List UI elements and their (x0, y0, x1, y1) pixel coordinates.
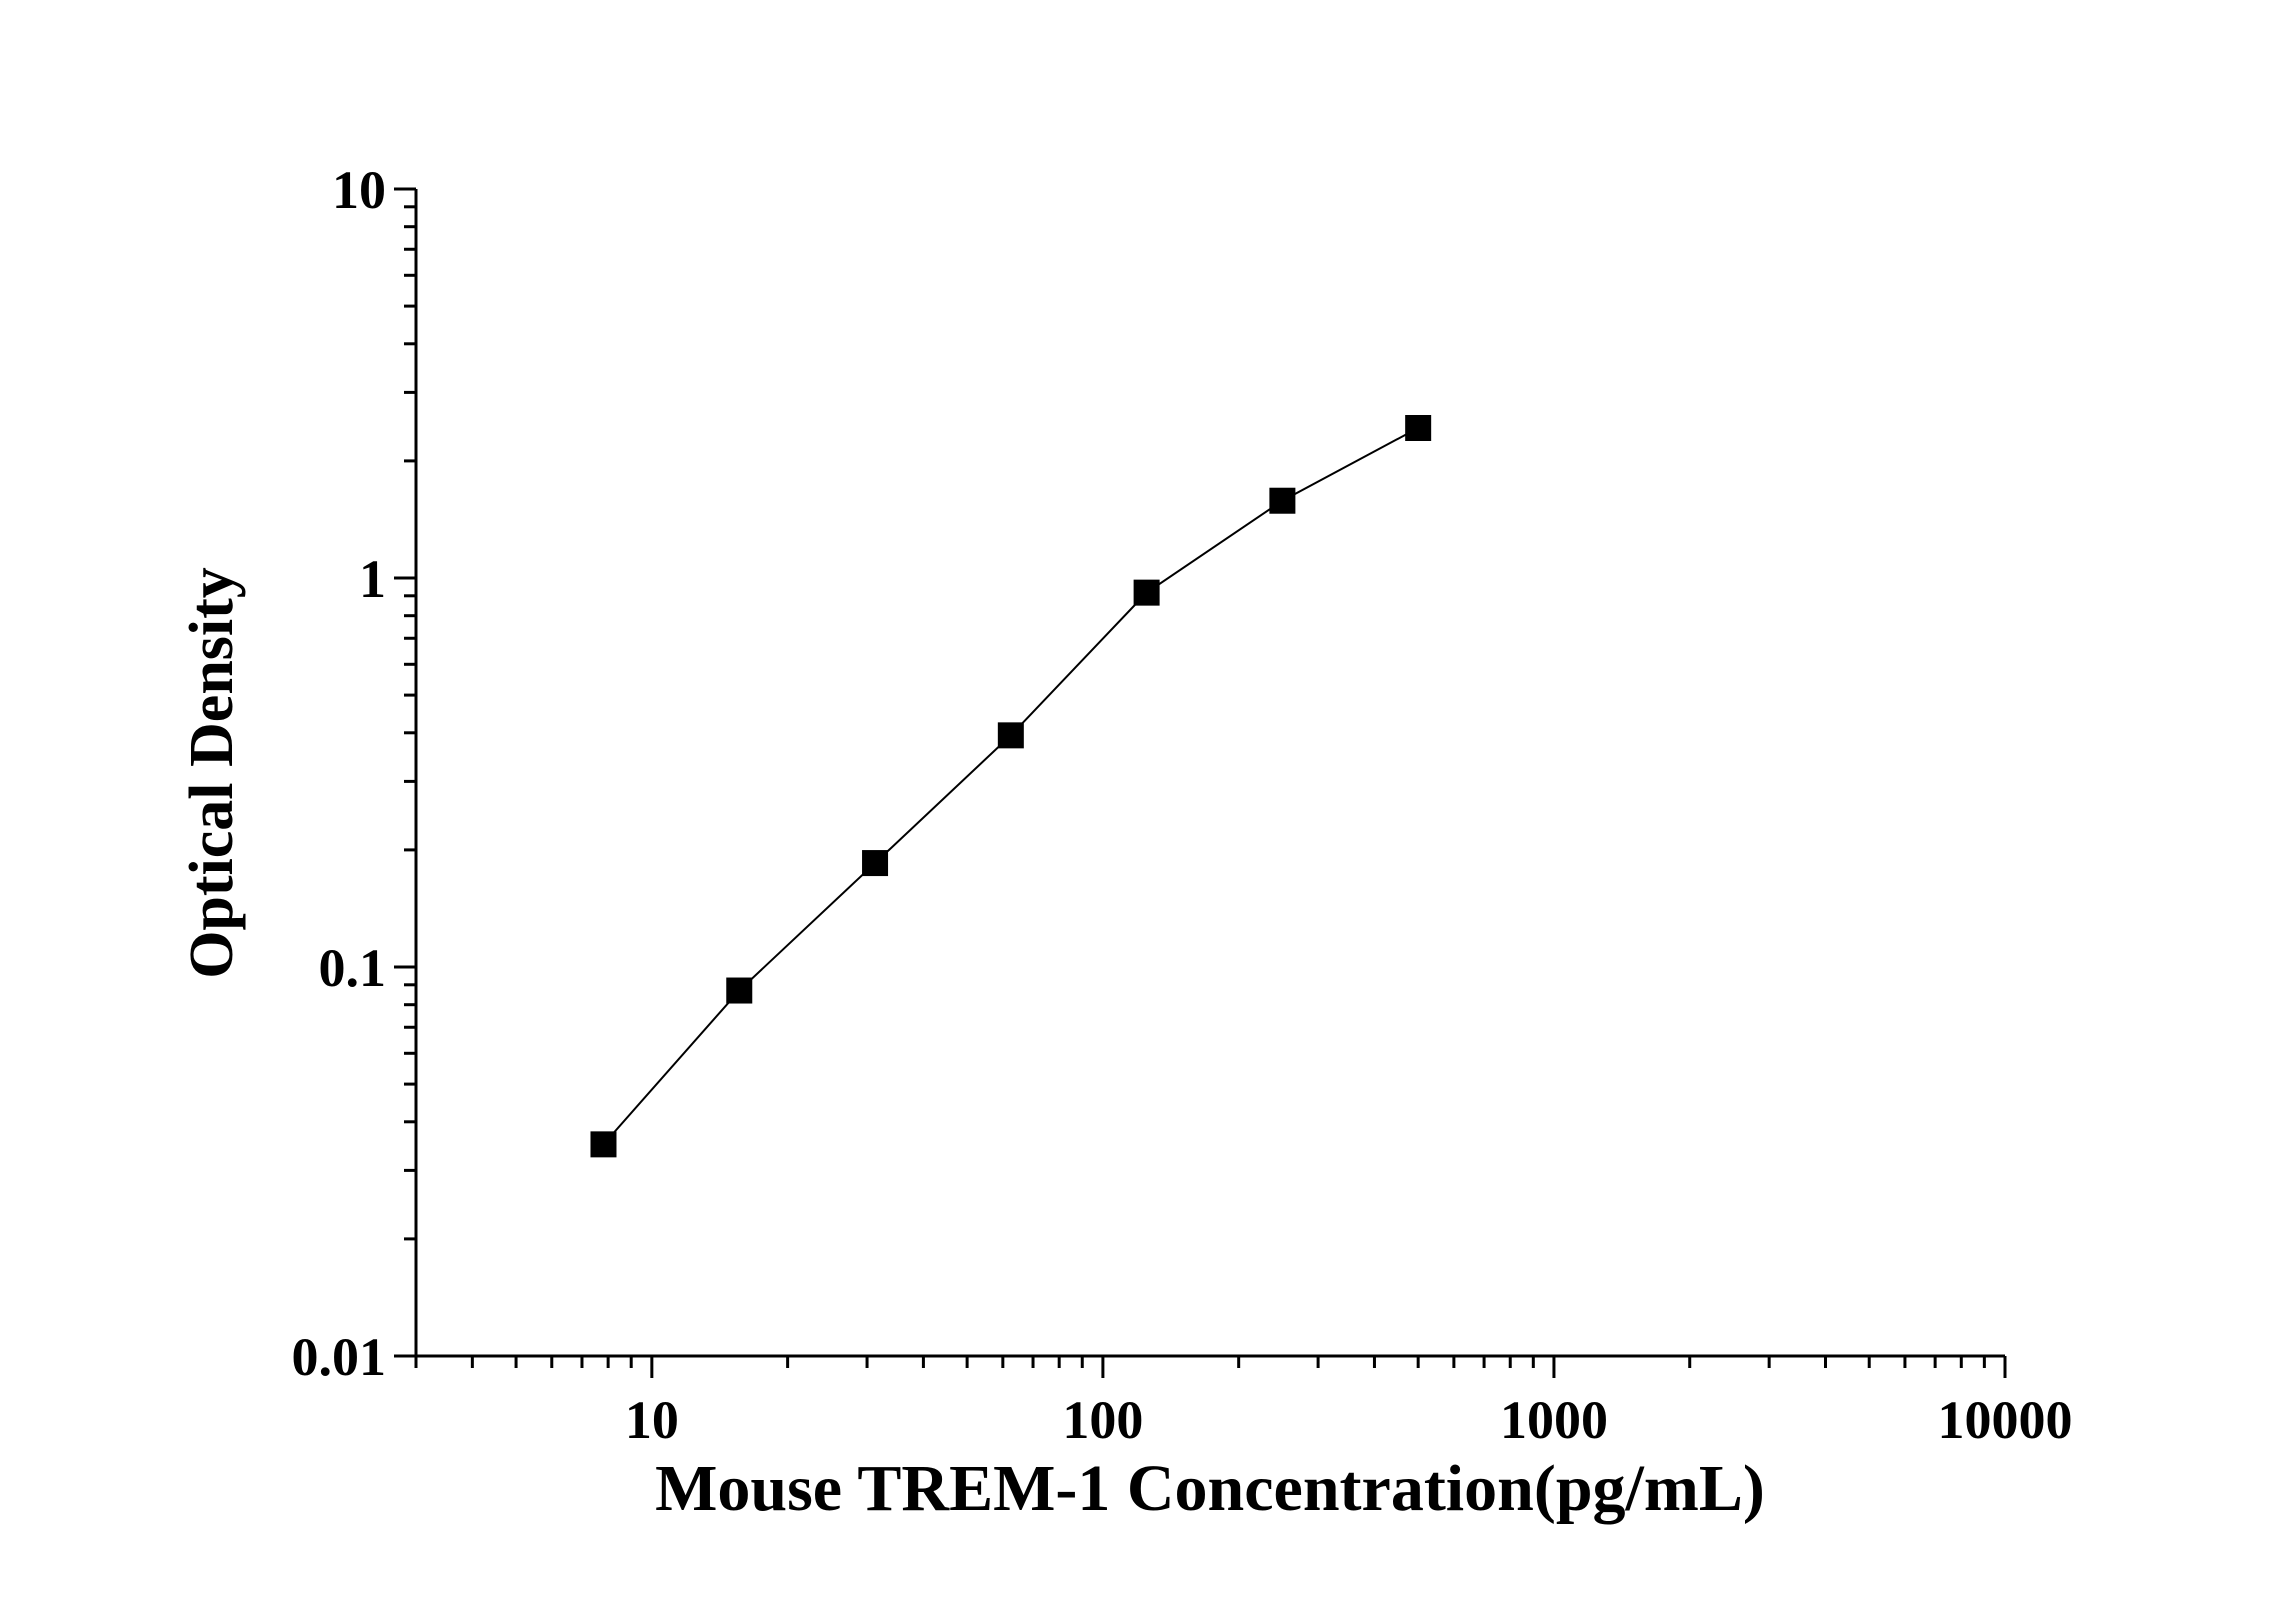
data-point (862, 850, 889, 877)
curve (602, 427, 1419, 1146)
x-tick-label: 100 (1062, 1390, 1143, 1450)
x-tick-label: 10000 (1938, 1390, 2073, 1450)
y-tick-label: 1 (359, 549, 386, 609)
data-point (1269, 487, 1296, 514)
y-tick-label: 0.01 (292, 1327, 387, 1387)
x-tick-label: 1000 (1500, 1390, 1608, 1450)
x-tick-label: 10 (625, 1390, 679, 1450)
data-point (1405, 414, 1432, 441)
data-point (726, 977, 753, 1004)
data-point (1133, 579, 1160, 606)
data-point (590, 1131, 617, 1158)
y-tick-label: 0.1 (319, 938, 387, 998)
y-axis-title: Optical Density (178, 567, 246, 979)
data-point (997, 722, 1024, 749)
y-tick-label: 10 (332, 160, 386, 220)
x-axis-title: Mouse TREM-1 Concentration(pg/mL) (655, 1452, 1765, 1525)
